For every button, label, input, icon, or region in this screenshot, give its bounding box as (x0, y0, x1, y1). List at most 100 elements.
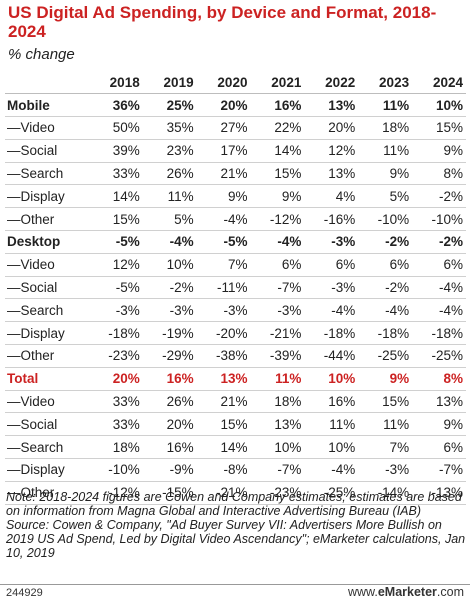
table-cell: -5% (88, 230, 143, 254)
table-cell: 18% (250, 390, 305, 414)
table-cell: 39% (88, 139, 143, 163)
table-cell: 27% (196, 116, 251, 140)
table-cell: -18% (358, 321, 413, 346)
table-row: Total 20% 16% 13% 11% 10% 9% 8% (5, 367, 466, 391)
column-header: 2021 (250, 71, 305, 95)
table-row: —Other -12% -15% -21% -23% -25% -14% -13% (5, 481, 466, 505)
table-cell: 22% (250, 116, 305, 140)
table-cell: 11% (358, 139, 413, 163)
table-cell: 13% (412, 390, 466, 414)
table-cell: 36% (88, 93, 143, 118)
table-row: —Search 33% 26% 21% 15% 13% 9% 8% (5, 162, 466, 186)
table-cell: -5% (88, 276, 143, 300)
table-cell: 11% (250, 367, 305, 391)
row-label: —Social (5, 276, 89, 300)
table-cell: -4% (412, 298, 466, 323)
footer-divider (0, 584, 470, 585)
table-cell: 14% (88, 184, 143, 209)
table-cell: 5% (358, 184, 413, 209)
table-cell: -13% (412, 481, 466, 505)
table-cell: -4% (142, 230, 197, 254)
table-cell: 13% (196, 367, 251, 391)
table-cell: 11% (142, 184, 197, 209)
table-cell: -8% (196, 458, 251, 482)
column-header: 2020 (196, 71, 251, 95)
table-cell: 11% (304, 412, 359, 437)
row-label: —Search (5, 162, 89, 186)
table-body: Mobile 36% 25% 20% 16% 13% 11% 10% —Video 50% 35% 2… (5, 93, 466, 505)
header-row: 2018 2019 2020 2021 2022 2023 2024 (5, 71, 466, 95)
table-cell: 9% (412, 139, 466, 163)
column-header: 2023 (358, 71, 413, 95)
row-label: —Video (5, 116, 89, 140)
table-cell: 6% (412, 253, 466, 277)
table-cell: -2% (412, 184, 466, 209)
row-label: —Display (5, 184, 89, 209)
table-cell: 10% (250, 435, 305, 460)
table-cell: 33% (88, 412, 143, 437)
table-row: Mobile 36% 25% 20% 16% 13% 11% 10% (5, 93, 466, 118)
source-text: Source: Cowen & Company, "Ad Buyer Surve… (6, 518, 466, 560)
brand-suffix: .com (436, 585, 464, 599)
table-cell: 25% (142, 93, 197, 118)
table-cell: 12% (88, 253, 143, 277)
table-cell: 20% (88, 367, 143, 391)
table-cell: 16% (304, 390, 359, 414)
table-cell: 14% (250, 139, 305, 163)
table-cell: 10% (304, 435, 359, 460)
table-cell: -18% (304, 321, 359, 346)
row-label: —Display (5, 321, 89, 346)
table-cell: -9% (142, 458, 197, 482)
table-cell: 15% (250, 162, 305, 186)
row-label: Mobile (5, 93, 89, 118)
table-row: —Search 18% 16% 14% 10% 10% 7% 6% (5, 435, 466, 460)
table-cell: -4% (412, 276, 466, 300)
row-label: Desktop (5, 230, 89, 254)
table-cell: 10% (142, 253, 197, 277)
header-corner (5, 71, 89, 95)
table-cell: -12% (250, 207, 305, 232)
table-cell: -11% (196, 276, 251, 300)
table-cell: 50% (88, 116, 143, 140)
row-label: —Video (5, 390, 89, 414)
table-cell: 8% (412, 367, 466, 391)
table-cell: -2% (358, 230, 413, 254)
table-cell: -2% (412, 230, 466, 254)
table-cell: 16% (142, 435, 197, 460)
table-cell: -7% (412, 458, 466, 482)
note-text: Note: 2018-2024 figures are Cowen and Co… (6, 490, 462, 518)
table-cell: 5% (142, 207, 197, 232)
table-cell: 18% (358, 116, 413, 140)
table-cell: 16% (142, 367, 197, 391)
row-label: Total (5, 367, 89, 391)
table-row: —Social 39% 23% 17% 14% 12% 11% 9% (5, 139, 466, 163)
table-cell: -4% (196, 207, 251, 232)
table-cell: -2% (358, 276, 413, 300)
table-cell: -4% (250, 230, 305, 254)
table-cell: -10% (88, 458, 143, 482)
row-label: —Social (5, 139, 89, 163)
table-cell: -25% (358, 344, 413, 368)
table-row: Desktop -5% -4% -5% -4% -3% -2% -2% (5, 230, 466, 254)
table-cell: 23% (142, 139, 197, 163)
brand-logo: www.eMarketer.com (348, 585, 464, 599)
table-cell: -3% (196, 298, 251, 323)
column-header: 2019 (142, 71, 197, 95)
table-cell: 10% (304, 367, 359, 391)
table-cell: 9% (358, 367, 413, 391)
table-cell: 26% (142, 390, 197, 414)
table-cell: -5% (196, 230, 251, 254)
table-cell: 17% (196, 139, 251, 163)
table-cell: 6% (358, 253, 413, 277)
table-cell: 14% (196, 435, 251, 460)
row-label: —Search (5, 435, 89, 460)
row-label: —Other (5, 481, 89, 505)
table-row: —Other -23% -29% -38% -39% -44% -25% -25% (5, 344, 466, 368)
table-cell: -3% (88, 298, 143, 323)
table-cell: -16% (304, 207, 359, 232)
table-row: —Video 50% 35% 27% 22% 20% 18% 15% (5, 116, 466, 140)
table-cell: -4% (358, 298, 413, 323)
chart-title: US Digital Ad Spending, by Device and Fo… (8, 3, 437, 41)
table-row: —Video 33% 26% 21% 18% 16% 15% 13% (5, 390, 466, 414)
table-cell: 26% (142, 162, 197, 186)
